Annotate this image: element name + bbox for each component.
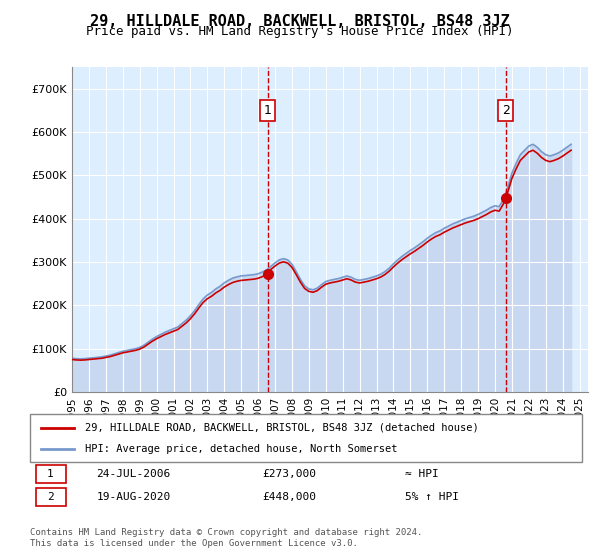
Text: 2: 2 [502, 104, 509, 117]
Text: HPI: Average price, detached house, North Somerset: HPI: Average price, detached house, Nort… [85, 444, 398, 454]
Text: Price paid vs. HM Land Registry's House Price Index (HPI): Price paid vs. HM Land Registry's House … [86, 25, 514, 38]
Text: £273,000: £273,000 [262, 469, 316, 479]
Text: 29, HILLDALE ROAD, BACKWELL, BRISTOL, BS48 3JZ (detached house): 29, HILLDALE ROAD, BACKWELL, BRISTOL, BS… [85, 423, 479, 433]
FancyBboxPatch shape [35, 488, 66, 506]
Text: 19-AUG-2020: 19-AUG-2020 [96, 492, 170, 502]
Text: £448,000: £448,000 [262, 492, 316, 502]
Text: 1: 1 [263, 104, 272, 117]
FancyBboxPatch shape [35, 465, 66, 483]
Text: 1: 1 [47, 469, 54, 479]
Text: ≈ HPI: ≈ HPI [406, 469, 439, 479]
Text: Contains HM Land Registry data © Crown copyright and database right 2024.
This d: Contains HM Land Registry data © Crown c… [30, 528, 422, 548]
Text: 29, HILLDALE ROAD, BACKWELL, BRISTOL, BS48 3JZ: 29, HILLDALE ROAD, BACKWELL, BRISTOL, BS… [90, 14, 510, 29]
FancyBboxPatch shape [30, 414, 582, 462]
Text: 5% ↑ HPI: 5% ↑ HPI [406, 492, 460, 502]
Text: 24-JUL-2006: 24-JUL-2006 [96, 469, 170, 479]
Text: 2: 2 [47, 492, 54, 502]
